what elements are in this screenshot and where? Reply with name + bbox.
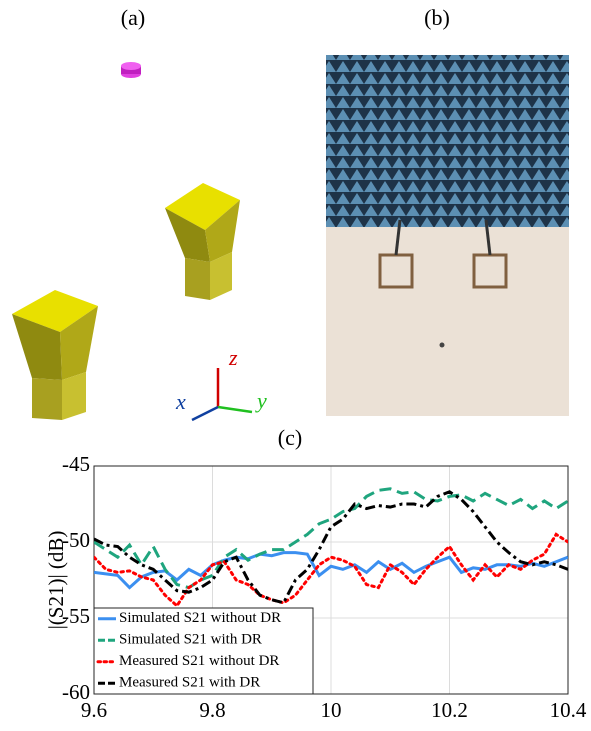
x-tick-label: 10.2 [431, 698, 468, 722]
legend-label: Simulated S21 without DR [119, 610, 281, 626]
axis-y: y [255, 388, 267, 413]
y-tick-label: -50 [62, 528, 90, 552]
legend-label: Measured S21 with DR [119, 675, 260, 691]
legend-label: Measured S21 without DR [119, 653, 279, 669]
page: z y x (a) (b) (c) |(S21)| (dB) 9.69.8101… [0, 0, 591, 731]
y-tick-label: -45 [62, 452, 90, 476]
axis-z: z [228, 345, 238, 370]
x-tick-label: 10 [321, 698, 342, 722]
y-tick-label: -55 [62, 604, 90, 628]
panel-label: (a) [121, 5, 145, 30]
horn-illustration [12, 62, 252, 420]
x-tick-label: 10.4 [550, 698, 587, 722]
axis-x: x [175, 389, 186, 414]
legend-label: Simulated S21 with DR [119, 632, 262, 648]
chart-title: (c) [278, 425, 302, 450]
panel-label: (b) [424, 5, 450, 30]
x-tick-label: 9.8 [199, 698, 225, 722]
y-tick-label: -60 [62, 680, 90, 704]
photo [326, 55, 569, 416]
figure: z y x (a) (b) (c) |(S21)| (dB) 9.69.8101… [0, 0, 591, 726]
